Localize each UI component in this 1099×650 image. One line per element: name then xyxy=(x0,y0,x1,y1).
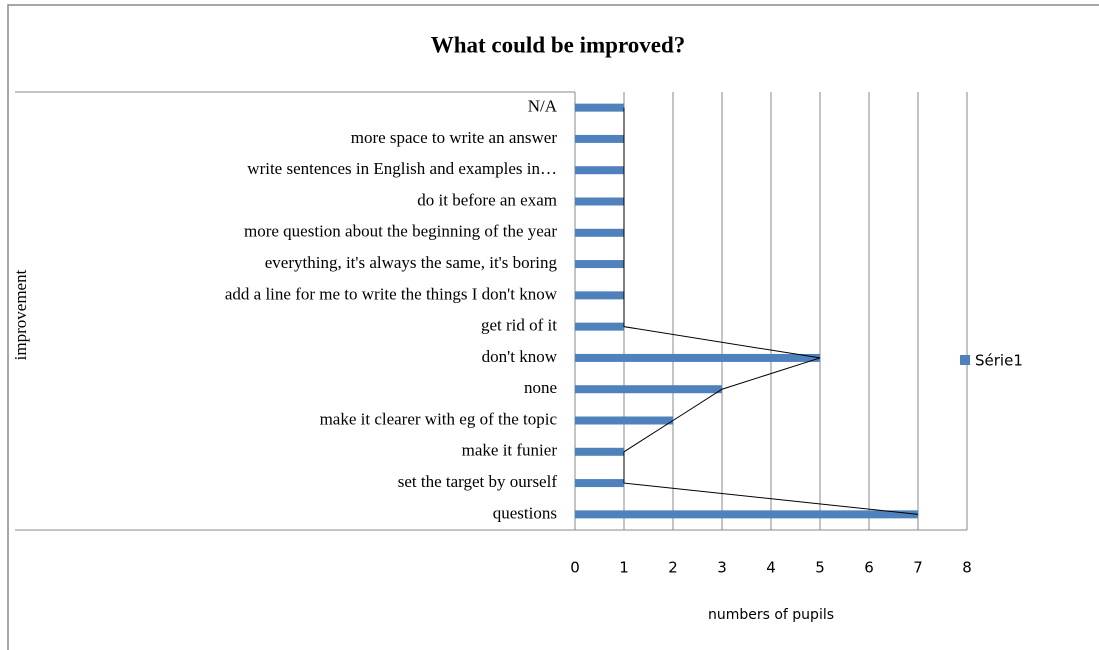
bar xyxy=(575,228,624,237)
x-tick-label: 8 xyxy=(962,559,972,577)
x-tick-label: 1 xyxy=(619,559,629,577)
x-tick-label: 6 xyxy=(864,559,874,577)
bar xyxy=(575,353,820,362)
y-tick-label: more space to write an answer xyxy=(351,128,558,147)
bar xyxy=(575,103,624,112)
bar xyxy=(575,479,624,488)
bar xyxy=(575,134,624,143)
x-tick-label: 5 xyxy=(815,559,825,577)
bar xyxy=(575,447,624,456)
y-tick-label: make it clearer with eg of the topic xyxy=(320,409,558,428)
bar xyxy=(575,197,624,206)
y-tick-label: make it funier xyxy=(462,441,558,460)
x-tick-label: 4 xyxy=(766,559,776,577)
y-tick-label: none xyxy=(524,378,557,397)
bar xyxy=(575,322,624,331)
bar xyxy=(575,510,918,519)
y-tick-label: more question about the beginning of the… xyxy=(244,222,557,241)
y-tick-label: don't know xyxy=(482,347,558,366)
y-axis-label: improvement xyxy=(11,269,30,360)
y-tick-label: add a line for me to write the things I … xyxy=(225,284,558,303)
x-tick-label: 0 xyxy=(570,559,580,577)
y-tick-label: N/A xyxy=(528,97,558,116)
y-tick-label: set the target by ourself xyxy=(398,472,558,491)
bar xyxy=(575,385,722,394)
x-tick-label: 7 xyxy=(913,559,923,577)
bar xyxy=(575,166,624,175)
chart-title: What could be improved? xyxy=(431,32,686,57)
x-axis-label: numbers of pupils xyxy=(708,607,834,623)
bar xyxy=(575,416,673,425)
y-tick-label: questions xyxy=(493,503,557,522)
y-tick-label: do it before an exam xyxy=(417,190,557,209)
legend-swatch xyxy=(960,355,970,365)
x-tick-label: 3 xyxy=(717,559,727,577)
x-tick-label: 2 xyxy=(668,559,678,577)
y-tick-label: get rid of it xyxy=(481,316,557,335)
connector-line xyxy=(623,107,919,515)
bar xyxy=(575,260,624,269)
bar xyxy=(575,291,624,300)
legend-label: Série1 xyxy=(975,352,1023,370)
y-tick-label: write sentences in English and examples … xyxy=(247,159,557,178)
y-tick-label: everything, it's always the same, it's b… xyxy=(265,253,558,272)
chart-frame xyxy=(7,4,1099,650)
